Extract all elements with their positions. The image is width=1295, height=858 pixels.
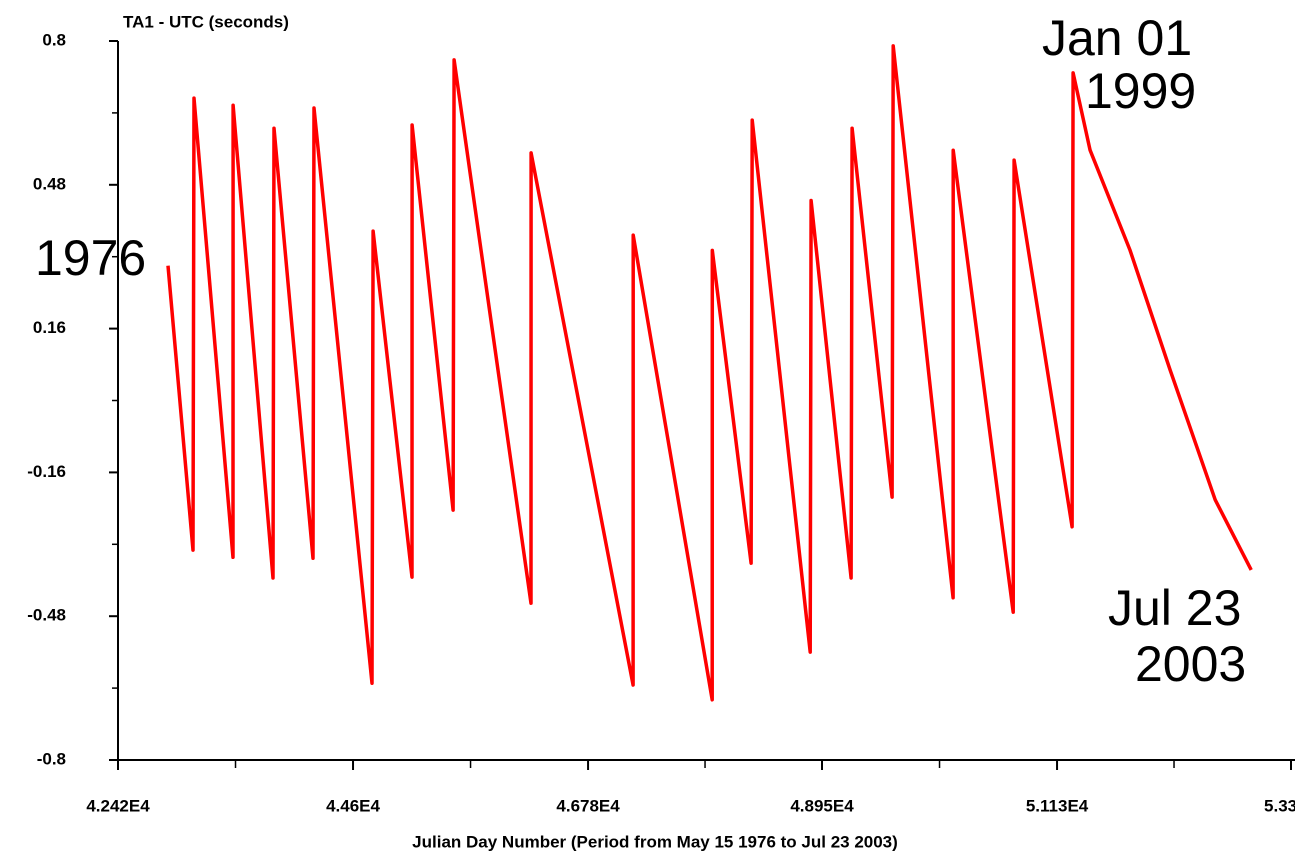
annotation: 1999 <box>1085 63 1196 119</box>
y-tick-label: -0.16 <box>27 462 66 481</box>
x-tick-label: 5.33E4 <box>1264 796 1295 815</box>
x-axis-title: Julian Day Number (Period from May 15 19… <box>412 832 898 851</box>
y-tick-label: -0.8 <box>37 749 66 768</box>
annotation: 1976 <box>35 230 146 286</box>
y-tick-label: 0.16 <box>33 318 66 337</box>
x-tick-label: 4.46E4 <box>326 796 380 815</box>
annotation: Jan 01 <box>1042 10 1192 66</box>
x-tick-label: 4.242E4 <box>86 796 150 815</box>
y-tick-label: 0.8 <box>42 30 66 49</box>
y-tick-label: 0.48 <box>33 174 66 193</box>
data-line <box>166 44 1253 702</box>
y-tick-label: -0.48 <box>27 606 66 625</box>
x-tick-label: 4.678E4 <box>556 796 620 815</box>
y-axis-title: TA1 - UTC (seconds) <box>123 12 289 31</box>
annotation: 2003 <box>1135 636 1246 692</box>
x-tick-label: 5.113E4 <box>1026 796 1089 815</box>
x-tick-label: 4.895E4 <box>790 796 854 815</box>
annotation: Jul 23 <box>1108 580 1241 636</box>
